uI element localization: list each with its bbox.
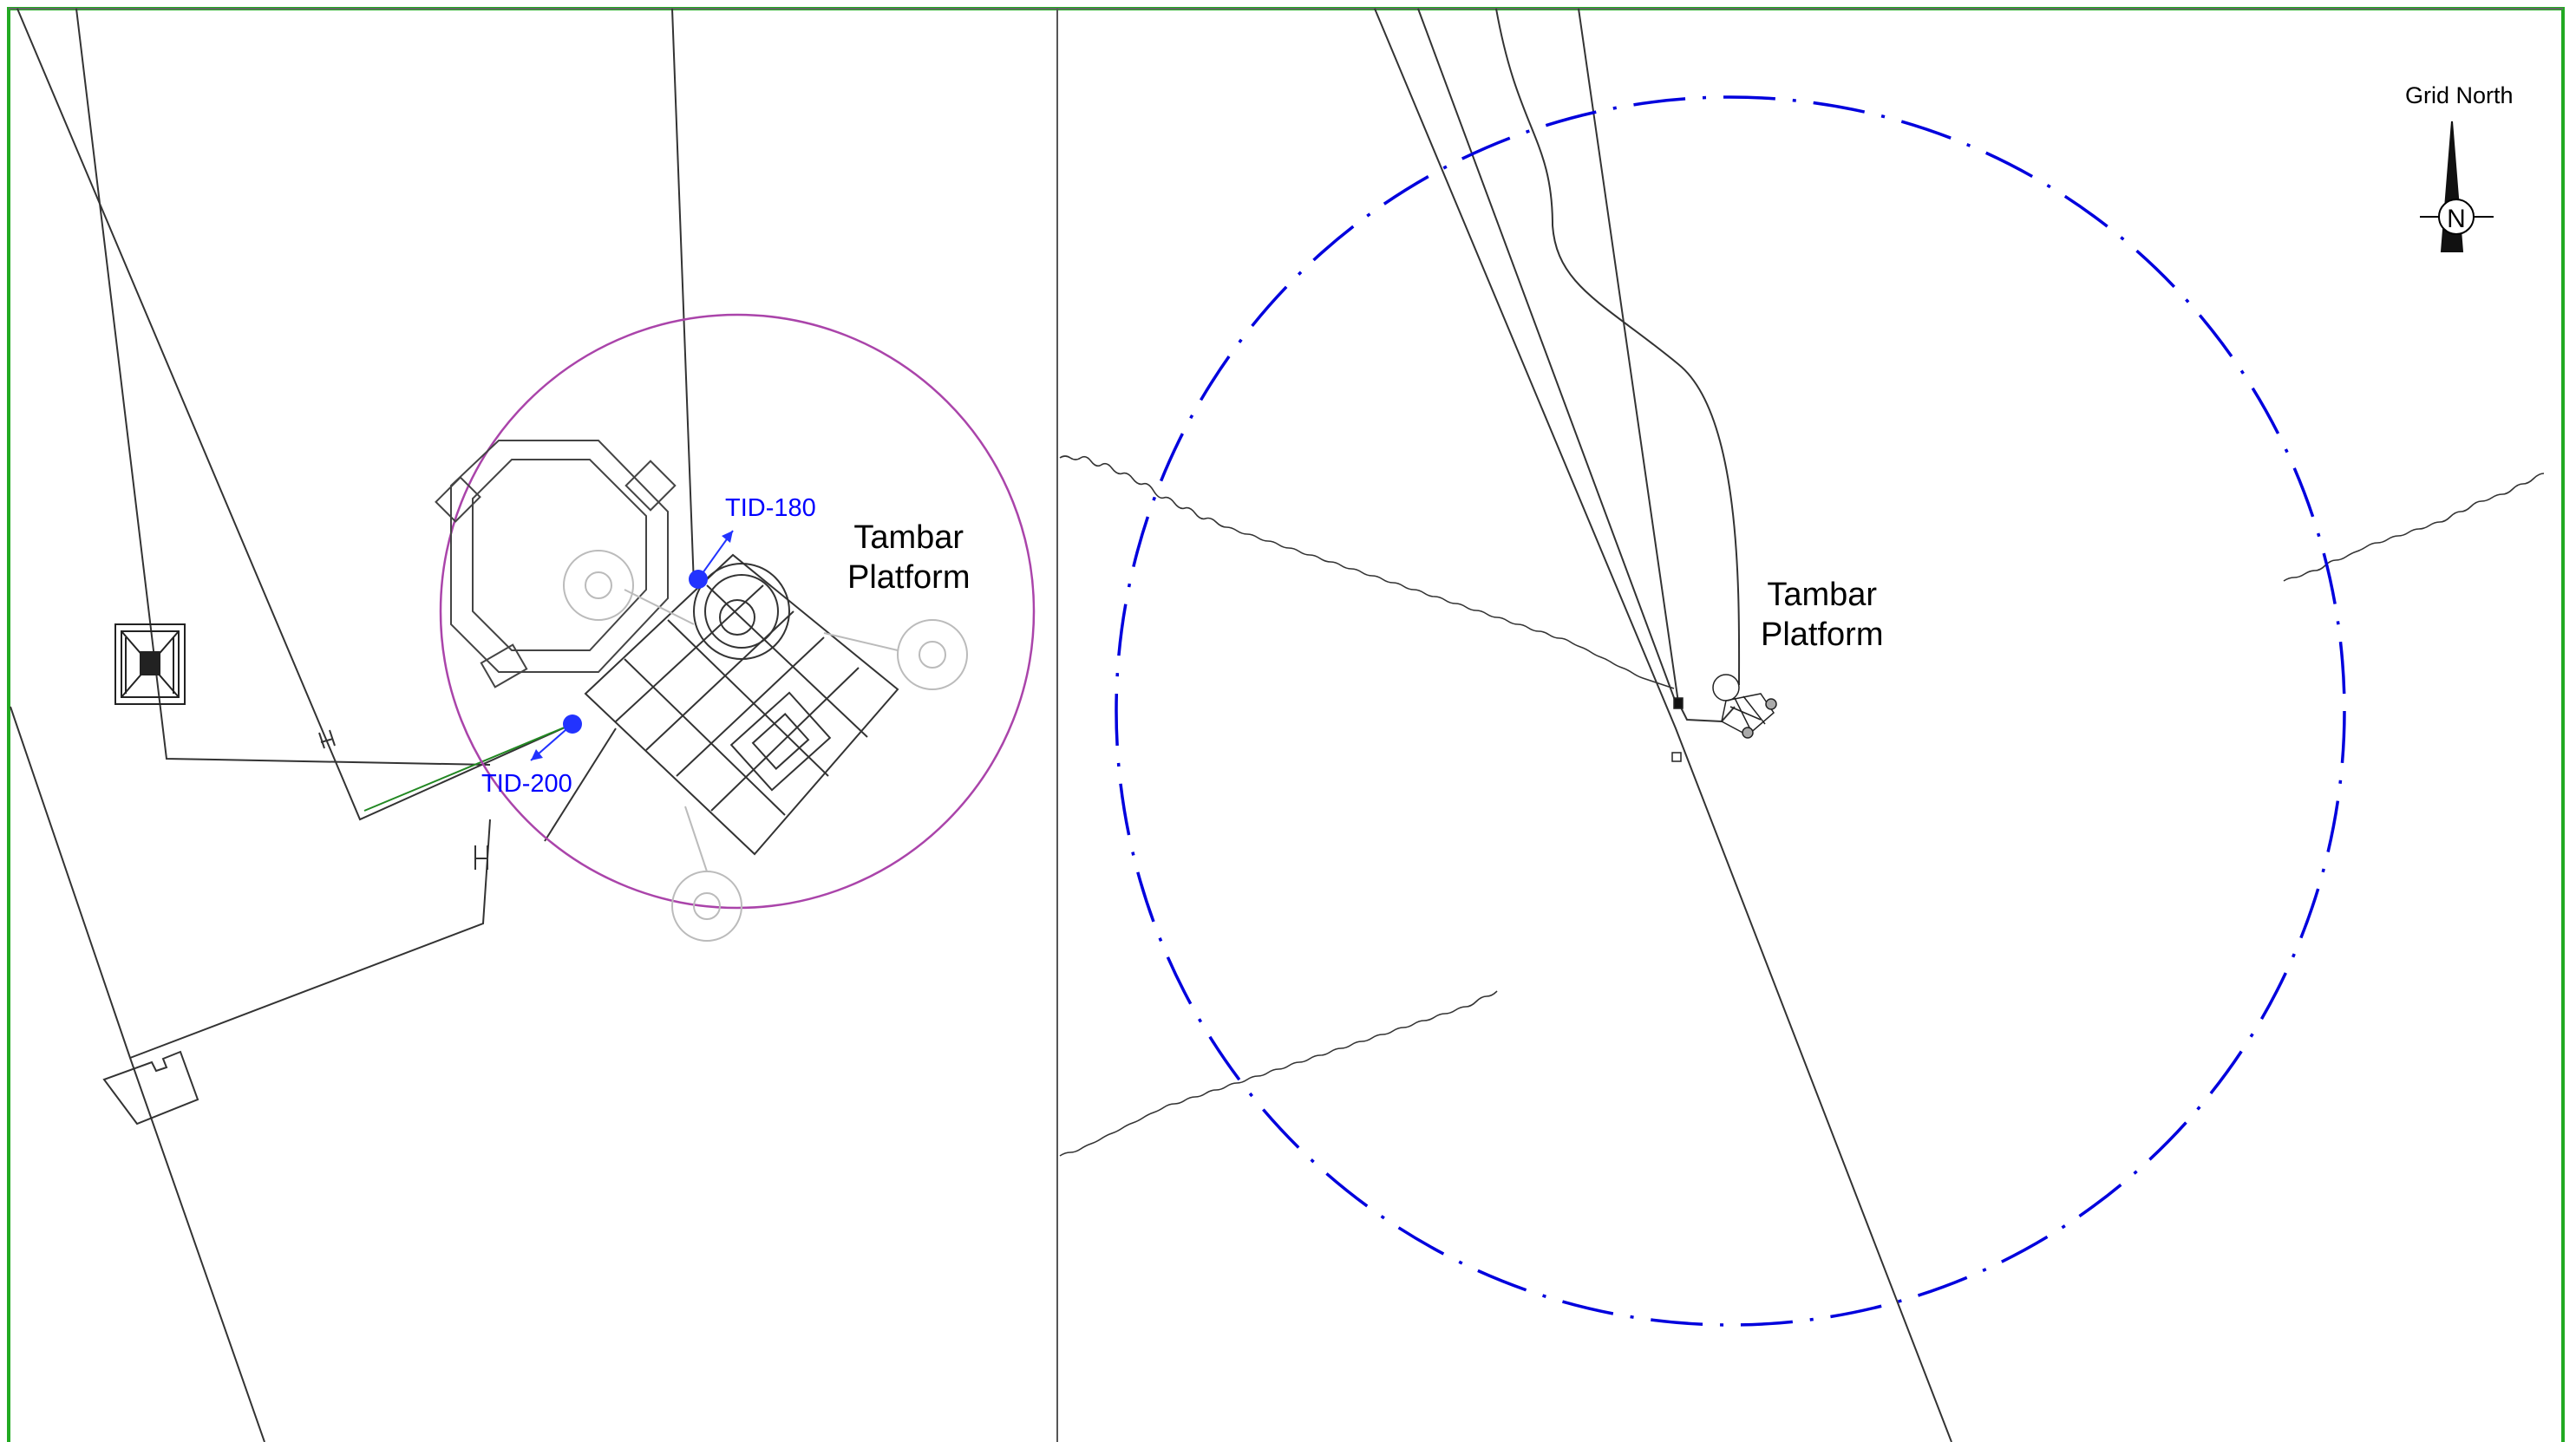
seabed-contour (1059, 990, 1498, 1157)
pipeline-line (1417, 8, 1677, 703)
crossing-mark (318, 729, 488, 870)
right-platform-label-line2: Platform (1761, 617, 1884, 653)
map-frame (7, 7, 2565, 1442)
pipeline-line (129, 819, 491, 1059)
tid-180-marker[interactable] (689, 570, 708, 589)
tid-180-label[interactable]: TID-180 (725, 494, 816, 522)
jackup-rig (435, 440, 677, 688)
left-platform-label: Tambar Platform (847, 518, 970, 597)
pipeline-line (544, 728, 617, 842)
tid-180-arrowhead (722, 531, 733, 543)
pipeline-line (1495, 8, 1741, 686)
platform-zone-circle (439, 313, 1036, 910)
subsea-template (114, 623, 186, 705)
pipeline-line (671, 8, 695, 586)
grid-north-label: Grid North (2405, 82, 2514, 108)
left-platform-label-line1: Tambar (853, 519, 964, 556)
north-arrow-letter: N (2447, 205, 2466, 233)
seabed-contour (2283, 473, 2545, 582)
faded-structure (563, 550, 968, 942)
right-platform-label: Tambar Platform (1761, 575, 1883, 655)
left-panel (10, 8, 1036, 1442)
pipeline-line (1677, 701, 1736, 723)
north-arrow-icon (2420, 121, 2494, 252)
tid-200-arrowhead (531, 749, 543, 760)
right-platform-label-line1: Tambar (1767, 577, 1878, 613)
plem-structure (102, 1050, 199, 1126)
left-platform-label-line2: Platform (847, 559, 971, 596)
pipeline-line-green (363, 723, 573, 812)
platform-symbol (1671, 674, 1777, 762)
pipeline-line (1578, 8, 1679, 703)
pipeline-line (75, 8, 491, 766)
right-panel (1059, 8, 2545, 1442)
tid-200-marker[interactable] (563, 714, 582, 734)
safety-zone-circle (1115, 95, 2346, 1327)
pipeline-line (1374, 8, 1952, 1442)
wellhead (693, 563, 790, 660)
pipeline-line (16, 8, 573, 821)
tid-200-label[interactable]: TID-200 (481, 770, 572, 798)
seabed-contour (1059, 455, 1675, 689)
pipeline-line (10, 706, 265, 1442)
